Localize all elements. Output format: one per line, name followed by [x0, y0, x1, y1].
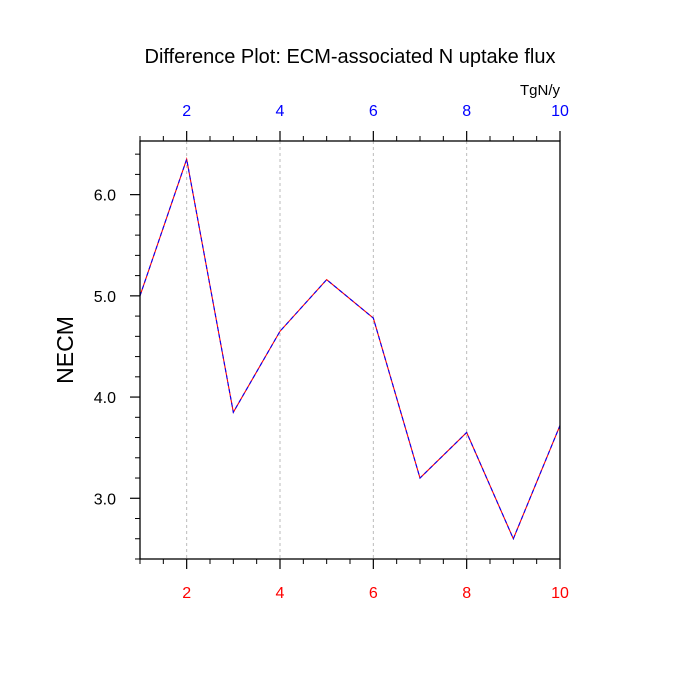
grid-lines [186, 141, 468, 559]
tick-labels: 2 2 4 4 6 6 8 8 10 10 3.0 4.0 5.0 6.0 [94, 103, 569, 602]
y-axis-label: NECM [52, 316, 78, 384]
x-top-tick-label: 10 [551, 103, 569, 120]
y-tick-label: 4.0 [94, 390, 116, 407]
x-bottom-tick-label: 8 [462, 585, 471, 602]
x-top-tick-label: 6 [369, 103, 378, 120]
series-line [139, 157, 561, 541]
x-top-tick-label: 4 [276, 103, 285, 120]
major-ticks [130, 131, 561, 569]
series-line-dashes [139, 157, 561, 541]
plot-frame [139, 140, 561, 560]
series-layer [139, 157, 561, 541]
x-bottom-tick-label: 2 [182, 585, 191, 602]
y-tick-label: 6.0 [94, 188, 116, 205]
top-axis-units: TgN/y [520, 82, 561, 99]
y-tick-label: 3.0 [94, 491, 116, 508]
x-top-tick-label: 2 [182, 103, 191, 120]
y-tick-label: 5.0 [94, 289, 116, 306]
x-top-tick-label: 8 [462, 103, 471, 120]
chart-title: Difference Plot: ECM-associated N uptake… [145, 46, 556, 68]
x-bottom-tick-label: 10 [551, 585, 569, 602]
x-bottom-tick-label: 4 [276, 585, 285, 602]
x-bottom-tick-label: 6 [369, 585, 378, 602]
minor-ticks [135, 136, 538, 564]
